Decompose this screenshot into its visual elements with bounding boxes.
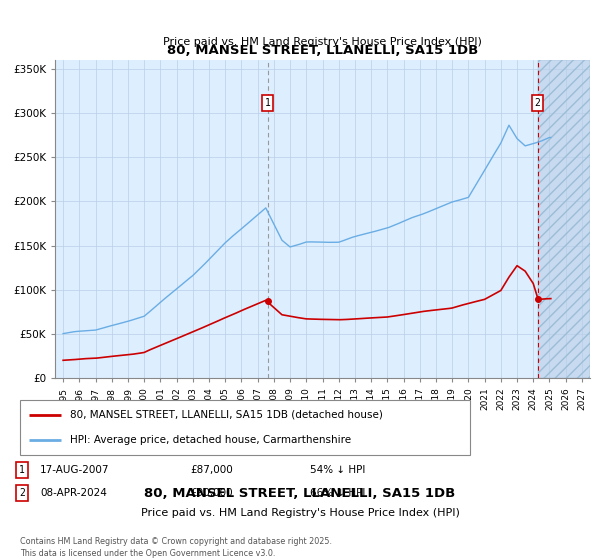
Text: 2: 2: [535, 98, 541, 108]
Text: This data is licensed under the Open Government Licence v3.0.: This data is licensed under the Open Gov…: [20, 548, 275, 558]
Text: 2: 2: [19, 488, 25, 498]
Text: HPI: Average price, detached house, Carmarthenshire: HPI: Average price, detached house, Carm…: [70, 435, 350, 445]
Bar: [538, 60, 590, 378]
Text: 08-APR-2024: 08-APR-2024: [40, 488, 107, 498]
Text: Contains HM Land Registry data © Crown copyright and database right 2025.: Contains HM Land Registry data © Crown c…: [20, 538, 332, 547]
Text: 54% ↓ HPI: 54% ↓ HPI: [310, 465, 365, 475]
Text: Price paid vs. HM Land Registry's House Price Index (HPI): Price paid vs. HM Land Registry's House …: [140, 508, 460, 518]
Text: 66% ↓ HPI: 66% ↓ HPI: [310, 488, 365, 498]
Text: 1: 1: [265, 98, 271, 108]
FancyBboxPatch shape: [20, 400, 470, 455]
Bar: [538, 60, 590, 378]
Text: Price paid vs. HM Land Registry's House Price Index (HPI): Price paid vs. HM Land Registry's House …: [163, 38, 482, 47]
Text: 17-AUG-2007: 17-AUG-2007: [40, 465, 110, 475]
Text: 80, MANSEL STREET, LLANELLI, SA15 1DB: 80, MANSEL STREET, LLANELLI, SA15 1DB: [145, 487, 455, 500]
Title: 80, MANSEL STREET, LLANELLI, SA15 1DB: 80, MANSEL STREET, LLANELLI, SA15 1DB: [167, 44, 478, 58]
Text: 80, MANSEL STREET, LLANELLI, SA15 1DB (detached house): 80, MANSEL STREET, LLANELLI, SA15 1DB (d…: [70, 410, 382, 420]
Text: 1: 1: [19, 465, 25, 475]
Text: £90,000: £90,000: [190, 488, 233, 498]
Text: £87,000: £87,000: [190, 465, 233, 475]
